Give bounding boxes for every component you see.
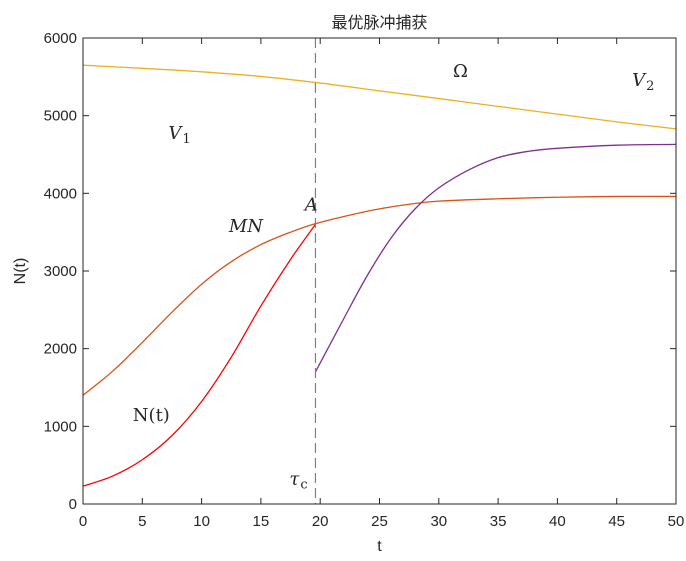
y-axis-title: N(t): [12, 258, 29, 285]
annotation-label: A: [303, 194, 318, 215]
x-tick-label: 0: [79, 513, 87, 530]
plot-area: [83, 38, 676, 504]
annotation-subscript: 2: [646, 79, 654, 94]
x-tick-label: 40: [549, 513, 566, 530]
series-line-post-harvest: [314, 143, 677, 373]
y-tick-label: 6000: [44, 30, 77, 47]
x-tick-label: 10: [193, 513, 210, 530]
y-tick-label: 5000: [44, 108, 77, 125]
y-tick-label: 4000: [44, 185, 77, 202]
x-axis-title: t: [377, 538, 382, 555]
x-tick-label: 50: [668, 513, 685, 530]
x-tick-label: 30: [430, 513, 447, 530]
series-line-v-boundary: [82, 64, 677, 130]
x-tick-label: 15: [253, 513, 270, 530]
x-tick-label: 20: [312, 513, 329, 530]
x-tick-label: 35: [490, 513, 507, 530]
x-tick-label: 45: [608, 513, 625, 530]
x-tick-label: 5: [138, 513, 146, 530]
y-tick-label: 1000: [44, 418, 77, 435]
annotation-subscript: 1: [182, 132, 190, 147]
y-tick-label: 2000: [44, 341, 77, 358]
series-line-n: [82, 224, 316, 487]
annotation-subscript: c: [300, 478, 307, 493]
x-tick-label: 25: [371, 513, 388, 530]
annotation-label: Ω: [453, 61, 468, 82]
chart-title: 最优脉冲捕获: [331, 13, 427, 32]
annotation-label: MN: [228, 216, 264, 237]
y-tick-label: 3000: [44, 263, 77, 280]
y-tick-label: 0: [69, 496, 77, 513]
annotation-label: N(t): [133, 405, 170, 426]
